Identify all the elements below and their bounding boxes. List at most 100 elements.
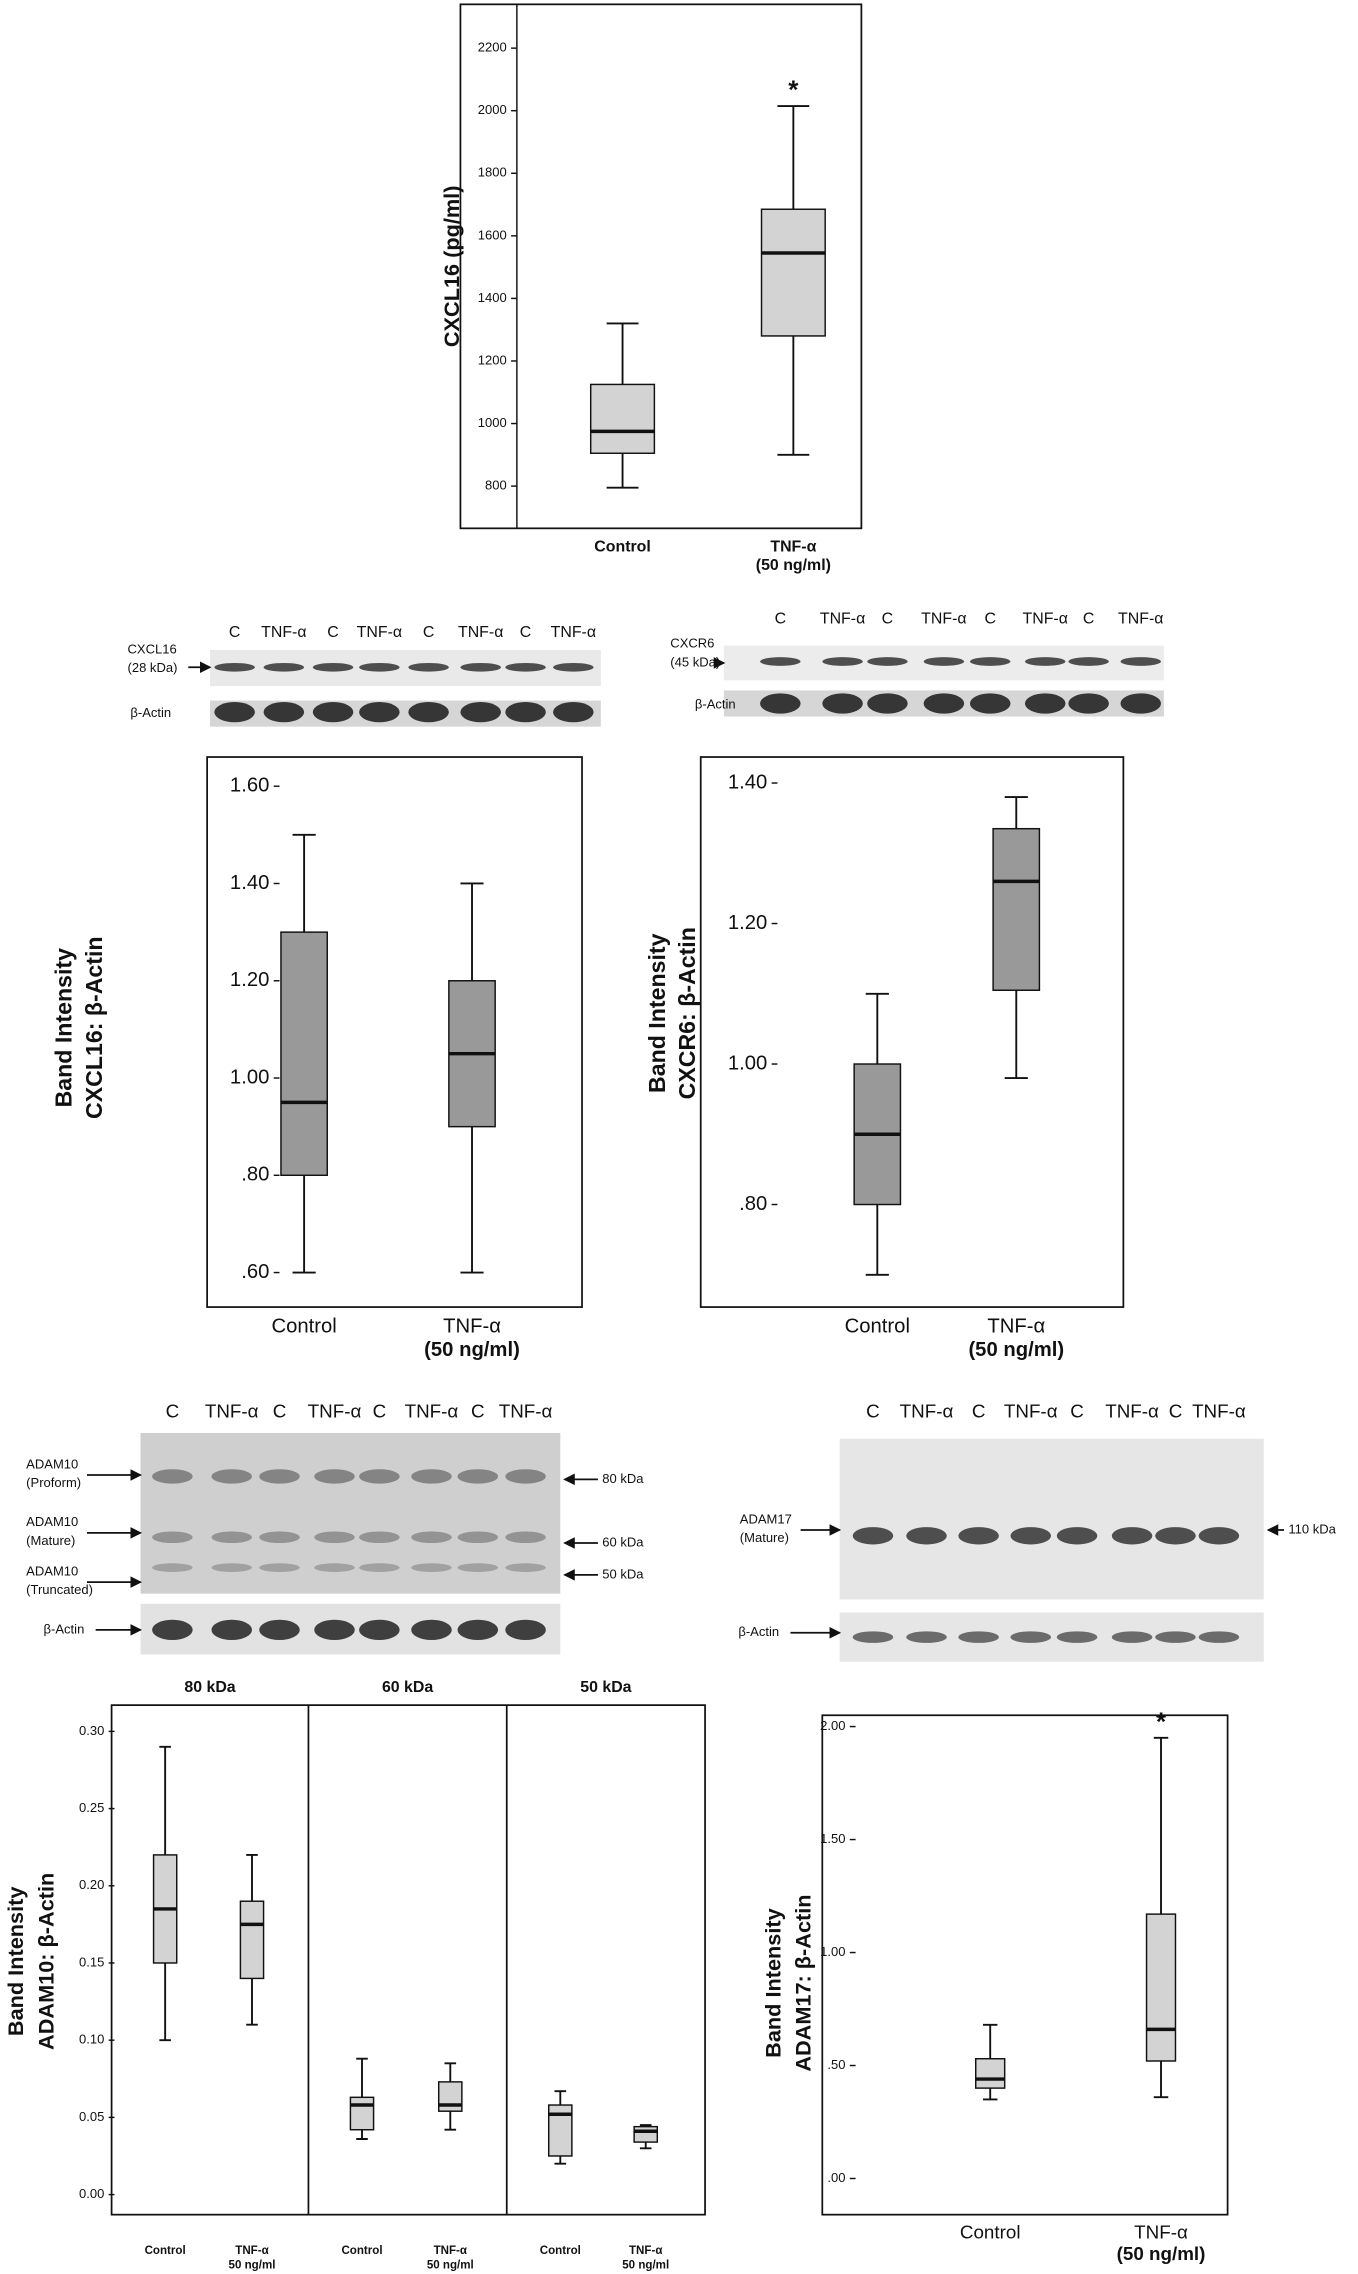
lane-label: TNF-α (900, 1401, 954, 1422)
y-tick-label: 2.00 (820, 1718, 845, 1733)
lane-label: TNF-α (921, 611, 966, 628)
significance: * (788, 74, 799, 104)
y-tick-label: 1.00 (230, 1066, 269, 1088)
blot-band (822, 693, 863, 714)
plot-frame (206, 756, 583, 1308)
box (992, 827, 1041, 991)
blot-band (312, 702, 354, 723)
x-tick-label: TNF-α (770, 538, 816, 555)
blot-band (457, 1469, 499, 1484)
size-label: 60 kDa (602, 1534, 644, 1549)
y-tick-label: 0.25 (79, 1800, 104, 1815)
lane-label: C (1070, 1401, 1084, 1422)
y-tick-label: 1.00 (728, 1052, 767, 1074)
blot-band (359, 662, 400, 672)
blot-band (359, 1531, 400, 1544)
lane-label: TNF-α (357, 624, 402, 641)
blot-band (314, 1469, 355, 1484)
lane-label: C (229, 624, 241, 641)
box (280, 931, 328, 1177)
blot-band (214, 662, 255, 672)
blot-band (1111, 1631, 1153, 1643)
y-axis-label: Band Intensity (760, 1908, 785, 2058)
x-tick-label: TNF-α (987, 1316, 1045, 1338)
band-label: (45 kDa) (670, 654, 720, 669)
blot-band (958, 1527, 999, 1545)
lane-label: C (972, 1401, 986, 1422)
band-label: ADAM10 (26, 1514, 78, 1529)
blot-band (408, 662, 449, 672)
upper-whisker (292, 833, 316, 933)
blot-band (1056, 1631, 1098, 1643)
upper-whisker (1004, 796, 1028, 829)
box (589, 383, 656, 454)
blot-band (553, 702, 594, 723)
x-tick-label: Control (145, 2245, 186, 2257)
lower-whisker (292, 1175, 316, 1274)
upper-whisker (159, 1745, 171, 1855)
panel-title: 50 kDa (580, 1679, 631, 1696)
y-tick-label: 1.40 (230, 872, 269, 894)
y-axis-label: ADAM10: β-Actin (34, 1873, 59, 2050)
x-tick-label: 50 ng/ml (622, 2259, 669, 2271)
y-tick-label: 0.00 (79, 2186, 104, 2201)
blot-band (553, 662, 594, 672)
panel-title: 60 kDa (382, 1679, 433, 1696)
blot-band (152, 1563, 193, 1572)
y-tick-label: .00 (827, 2170, 845, 2185)
y-tick-label: 1.20 (230, 969, 269, 991)
blot-band (359, 1469, 400, 1484)
lane-label: C (866, 1401, 880, 1422)
blot-band (411, 1531, 452, 1544)
band-label: (28 kDa) (128, 660, 178, 675)
y-tick-label: 0.20 (79, 1877, 104, 1892)
lane-label: TNF-α (1023, 611, 1068, 628)
y-tick-label: 1.40 (728, 771, 767, 793)
box (437, 2081, 463, 2112)
y-tick-label: .80 (241, 1164, 269, 1186)
y-tick-label: .80 (739, 1193, 767, 1215)
x-tick-label: (50 ng/ml) (424, 1339, 520, 1361)
blot-band (1068, 657, 1109, 666)
blot-band (1155, 1527, 1196, 1545)
lane-label: TNF-α (458, 624, 503, 641)
y-tick-label: 800 (485, 478, 507, 493)
blot-band (460, 702, 501, 723)
lane-label: TNF-α (551, 624, 596, 641)
y-tick-label: 1800 (478, 165, 507, 180)
x-tick-label: Control (960, 2221, 1021, 2242)
band-label: (Mature) (26, 1533, 75, 1548)
x-tick-label: (50 ng/ml) (968, 1339, 1064, 1361)
y-tick-label: 1.60 (230, 775, 269, 797)
blot-strip (839, 1438, 1264, 1600)
x-tick-label: 50 ng/ml (427, 2259, 474, 2271)
blot-band (760, 693, 801, 714)
blot-band (457, 1531, 499, 1544)
lower-whisker (639, 2142, 652, 2150)
lane-label: TNF-α (308, 1401, 362, 1422)
band-label: ADAM10 (26, 1563, 78, 1578)
y-axis-label: CXCR6: β-Actin (674, 927, 700, 1099)
box (349, 2096, 375, 2131)
y-axis-label: CXCL16: β-Actin (81, 936, 107, 1119)
lane-label: C (984, 611, 996, 628)
blot-band (214, 702, 255, 723)
band-label: CXCR6 (670, 636, 714, 651)
box (633, 2125, 659, 2143)
y-tick-label: 2000 (478, 102, 507, 117)
lane-label: C (471, 1401, 485, 1422)
lower-whisker (982, 2088, 998, 2101)
y-tick-label: 1.00 (820, 1944, 845, 1959)
blot-band (411, 1469, 452, 1484)
blot-band (923, 693, 965, 714)
size-label: 110 kDa (1288, 1521, 1336, 1536)
blot-band (1120, 657, 1162, 666)
y-tick-label: 0.05 (79, 2109, 104, 2124)
blot-band (852, 1527, 894, 1545)
upper-whisker (865, 992, 889, 1065)
x-tick-label: (50 ng/ml) (756, 557, 831, 574)
lower-whisker (554, 2155, 567, 2165)
blot-band (211, 1619, 252, 1641)
lower-whisker (246, 1978, 258, 2026)
blot-band (152, 1469, 193, 1484)
